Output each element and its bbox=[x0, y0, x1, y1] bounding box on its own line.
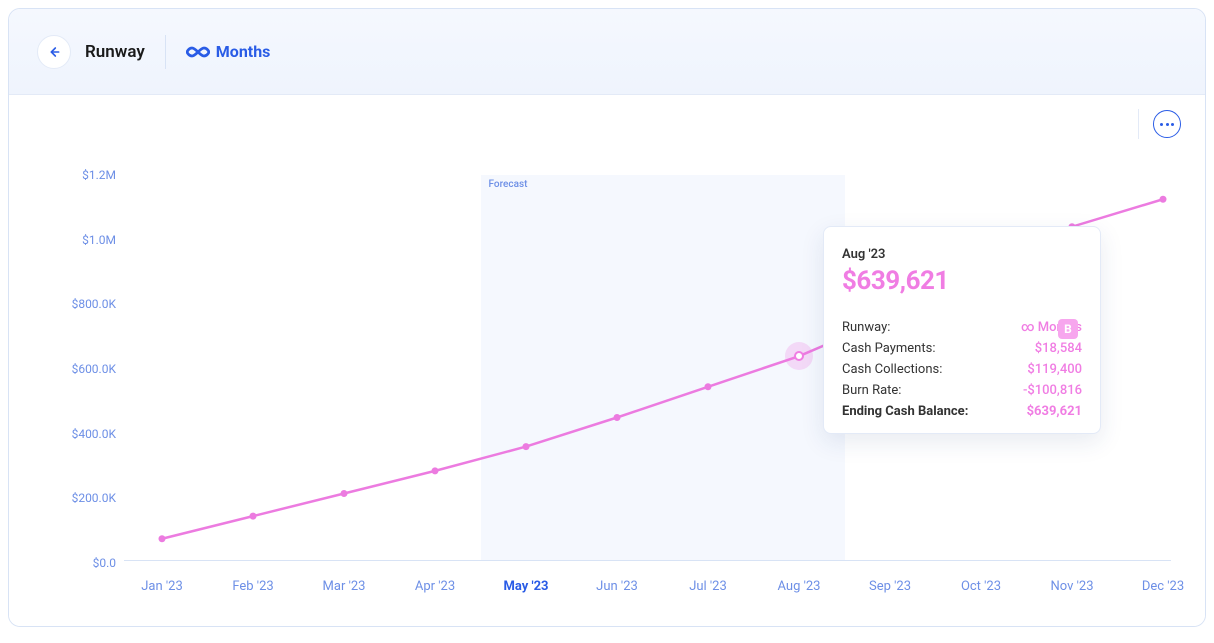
x-axis-label: May '23 bbox=[503, 579, 548, 594]
x-axis-label: Aug '23 bbox=[778, 579, 821, 594]
card-body: $0.0 $200.0K $400.0K $600.0K $800.0K $1.0M $1.… bbox=[9, 95, 1205, 626]
chart-area: $0.0$200.0K$400.0K$600.0K$800.0K$1.0M$1.… bbox=[59, 175, 1171, 606]
more-options-button[interactable] bbox=[1153, 110, 1181, 138]
tooltip-row-value: $18,584 bbox=[1035, 341, 1082, 356]
tooltip-month: Aug '23 bbox=[842, 247, 1082, 262]
y-axis-label: $600.0K bbox=[72, 362, 116, 376]
tooltip-row: Runway:∞ Months bbox=[842, 320, 1082, 335]
y-axis-label: $400.0K bbox=[72, 427, 116, 441]
chart-tooltip: Aug '23 $639,621 B Runway:∞ Months Cash P… bbox=[823, 226, 1101, 434]
x-axis-label: Jul '23 bbox=[689, 579, 727, 594]
card-header: Runway Months bbox=[9, 9, 1205, 95]
tooltip-row-key: Ending Cash Balance: bbox=[842, 404, 968, 419]
tooltip-row-key: Cash Payments: bbox=[842, 341, 935, 356]
x-axis-label: Nov '23 bbox=[1051, 579, 1094, 594]
months-label: Months bbox=[216, 42, 271, 61]
tooltip-row: Burn Rate: -$100,816 bbox=[842, 383, 1082, 398]
tooltip-value: $639,621 bbox=[842, 266, 1082, 296]
tooltip-row-value: $639,621 bbox=[1027, 404, 1082, 419]
x-axis-label: Dec '23 bbox=[1142, 579, 1184, 594]
x-axis: Jan '23 Feb '23 Mar '23 Apr '23 May '23 Jun '… bbox=[124, 561, 1171, 606]
y-axis-label: $1.2M bbox=[82, 168, 116, 182]
tooltip-row: Cash Payments: $18,584 bbox=[842, 341, 1082, 356]
header-divider bbox=[165, 35, 166, 69]
tooltip-row-key: Burn Rate: bbox=[842, 383, 901, 398]
tooltip-row-value: $119,400 bbox=[1027, 362, 1082, 377]
tooltip-row-key: Runway: bbox=[842, 320, 890, 335]
page-title: Runway bbox=[85, 42, 145, 62]
x-axis-label: Feb '23 bbox=[232, 579, 273, 594]
highlight-marker bbox=[785, 342, 813, 370]
arrow-left-icon bbox=[46, 44, 62, 60]
x-axis-label: Jun '23 bbox=[596, 579, 638, 594]
tooltip-badge: B bbox=[1058, 319, 1078, 339]
infinity-icon bbox=[186, 45, 210, 59]
tooltip-row-value: -$100,816 bbox=[1023, 383, 1082, 398]
x-axis-label: Mar '23 bbox=[323, 579, 366, 594]
back-button[interactable] bbox=[37, 35, 71, 69]
card-actions bbox=[1138, 109, 1181, 139]
x-axis-label: Jan '23 bbox=[141, 579, 183, 594]
y-axis-label: $1.0M bbox=[82, 233, 116, 247]
runway-card: Runway Months $0.0$200.0K$400.0K$600.0K$… bbox=[8, 8, 1206, 627]
y-axis-label: $200.0K bbox=[72, 491, 116, 505]
runway-months: Months bbox=[186, 42, 271, 61]
tooltip-row: Cash Collections: $119,400 bbox=[842, 362, 1082, 377]
y-axis-label: $800.0K bbox=[72, 297, 116, 311]
chart-plot[interactable]: Forecast Aug '23 $639,621 B Runway:∞ Mon… bbox=[124, 175, 1171, 561]
y-axis-label: $0.0 bbox=[93, 556, 116, 570]
tooltip-row: Ending Cash Balance: $639,621 bbox=[842, 404, 1082, 419]
x-axis-label: Apr '23 bbox=[415, 579, 455, 594]
tooltip-row-key: Cash Collections: bbox=[842, 362, 942, 377]
x-axis-label: Sep '23 bbox=[869, 579, 911, 594]
actions-divider bbox=[1138, 109, 1139, 139]
highlight-dot bbox=[794, 351, 804, 361]
y-axis: $0.0$200.0K$400.0K$600.0K$800.0K$1.0M$1.… bbox=[59, 175, 124, 561]
x-axis-label: Oct '23 bbox=[961, 579, 1001, 594]
more-horizontal-icon bbox=[1160, 123, 1174, 126]
tooltip-rows: Runway:∞ MonthsCash Payments:$18,584Cash… bbox=[842, 320, 1082, 419]
